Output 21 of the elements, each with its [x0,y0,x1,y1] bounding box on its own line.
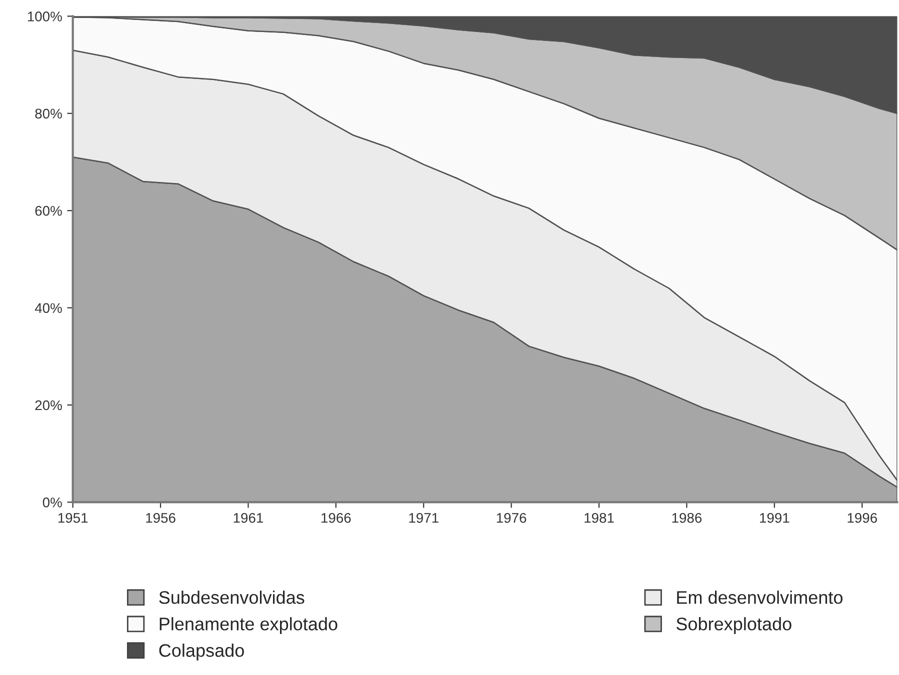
x-tick-label: 1991 [760,512,790,523]
y-tick-label: 80% [35,108,62,119]
x-tick-label: 1976 [496,512,526,523]
y-tick-label: 40% [34,303,62,313]
legend-label: Sobrexplotado [676,617,792,634]
y-tick-label: 60% [35,206,62,216]
y-tick-label: 20% [35,400,62,410]
y-tick-label: 0% [42,498,62,508]
x-tick-label: 1956 [146,512,176,523]
x-tick-label: 1951 [58,512,88,523]
x-tick-label: 1966 [322,512,351,523]
y-tick-label: 100% [28,12,62,22]
legend-label: Colapsado [159,644,244,660]
x-tick-label: 1986 [672,512,702,523]
x-tick-label: 1961 [234,512,263,523]
x-tick-label: 1996 [848,512,877,523]
legend-label: Em desenvolvimento [677,590,843,604]
x-tick-label: 1981 [584,512,614,523]
legend-label: Plenamente explotado [160,617,338,634]
legend-label: Subdesenvolvidas [159,590,304,604]
x-tick-label: 1971 [409,512,438,523]
